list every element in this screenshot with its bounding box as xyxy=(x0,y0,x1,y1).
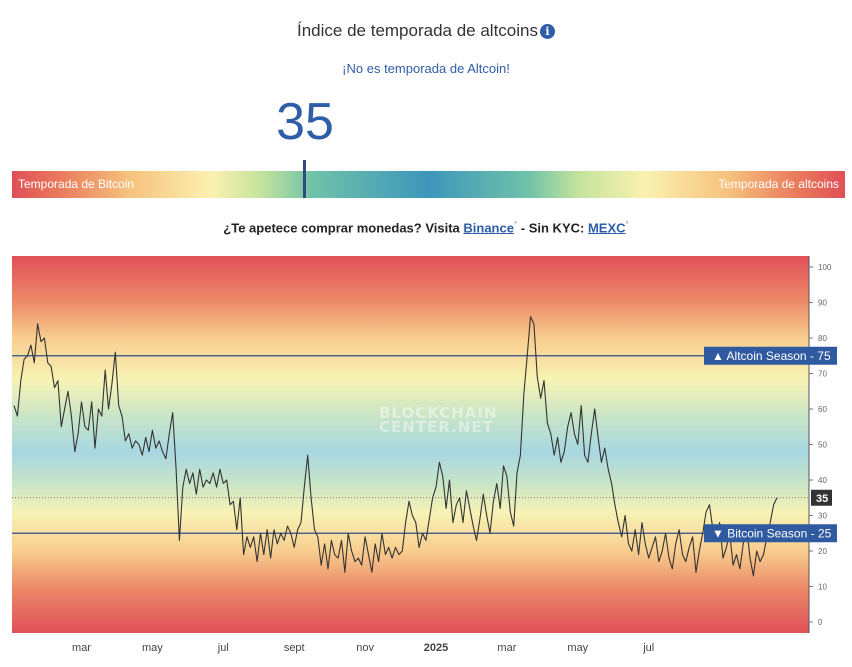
threshold-label: ▼ Bitcoin Season - 25 xyxy=(712,526,832,540)
altcoin-index-chart[interactable]: BLOCKCHAIN CENTER.NET 0 10 20 30 40 50 60 70 80 90… xyxy=(12,256,845,662)
index-series-line xyxy=(13,316,778,577)
info-icon[interactable]: i xyxy=(540,24,555,39)
y-tick-label: 100 xyxy=(818,263,832,272)
x-tick-label: jul xyxy=(217,642,229,654)
y-tick-label: 40 xyxy=(818,476,827,485)
y-tick-label: 50 xyxy=(818,441,827,450)
y-tick-label: 20 xyxy=(818,547,827,556)
y-tick-label: 30 xyxy=(818,512,827,521)
page-title-text: Índice de temporada de altcoins xyxy=(297,21,538,40)
x-tick-label: mar xyxy=(497,642,516,654)
y-tick-label: 60 xyxy=(818,405,827,414)
binance-link[interactable]: Binance xyxy=(463,220,514,236)
x-tick-label: may xyxy=(142,642,163,654)
external-link-icon: ° xyxy=(625,220,629,229)
y-tick-label: 90 xyxy=(818,299,827,308)
y-tick-label: 80 xyxy=(818,334,827,343)
promo-line: ¿Te apetece comprar monedas? Visita Bina… xyxy=(0,220,852,235)
x-tick-label: 2025 xyxy=(424,642,448,654)
gauge-left-label: Temporada de Bitcoin xyxy=(18,177,135,191)
mexc-link[interactable]: MEXC xyxy=(587,220,626,236)
page-title: Índice de temporada de altcoins i xyxy=(0,21,852,41)
gauge-needle xyxy=(302,160,306,198)
season-status: ¡No es temporada de Altcoin! xyxy=(342,61,510,76)
watermark-line-2: CENTER.NET xyxy=(379,418,494,436)
index-value: 35 xyxy=(276,93,334,151)
x-tick-label: jul xyxy=(642,642,654,654)
promo-text: ¿Te apetece comprar monedas? Visita xyxy=(223,220,464,236)
gauge-bar xyxy=(12,171,845,198)
y-tick-label: 0 xyxy=(818,618,823,627)
x-tick-label: mar xyxy=(72,642,91,654)
watermark: BLOCKCHAIN CENTER.NET xyxy=(379,404,498,436)
y-tick-label: 10 xyxy=(818,583,827,592)
threshold-label: ▲ Altcoin Season - 75 xyxy=(712,349,831,363)
current-value-box xyxy=(811,489,832,506)
promo-middle-text: - Sin KYC: xyxy=(517,220,588,236)
chart-svg: 0 10 20 30 40 50 60 70 80 90 100 ▲ Altcoin Season -… xyxy=(12,256,837,654)
x-tick-label: sept xyxy=(284,642,305,654)
threshold-label-box xyxy=(704,346,837,365)
y-tick-label: 70 xyxy=(818,370,827,379)
gauge-right-label: Temporada de altcoins xyxy=(718,177,839,191)
x-tick-label: nov xyxy=(356,642,374,654)
watermark-line-1: BLOCKCHAIN xyxy=(379,404,498,422)
external-link-icon: ° xyxy=(513,220,518,229)
x-tick-label: may xyxy=(567,642,588,654)
threshold-label-box xyxy=(704,524,837,543)
current-value-label: 35 xyxy=(816,493,828,505)
